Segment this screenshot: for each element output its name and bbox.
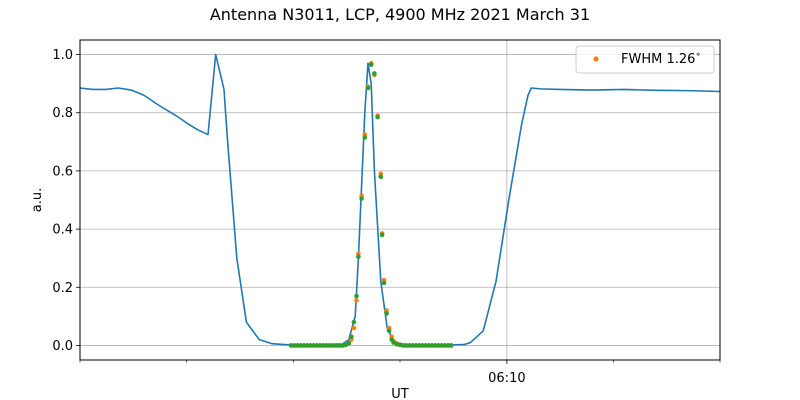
overlay-data-point: [416, 343, 422, 348]
overlay-data-point: [413, 343, 419, 348]
overlay-data-point: [311, 343, 316, 348]
overlay-data-point: [292, 343, 297, 348]
overlay-data-point: [324, 343, 329, 348]
overlay-data-point: [436, 343, 441, 348]
overlay-data-point: [432, 343, 438, 348]
y-tick-label: 1.0: [52, 48, 73, 63]
overlay-data-point: [346, 340, 352, 346]
overlay-data-point: [333, 343, 339, 348]
overlay-data-point: [420, 343, 425, 348]
y-tick-label: 0.8: [52, 106, 73, 121]
overlay-data-point: [295, 343, 300, 348]
chart-title: Antenna N3011, LCP, 4900 MHz 2021 March …: [210, 5, 590, 24]
y-axis-label: a.u.: [30, 188, 45, 212]
overlay-data-point: [379, 232, 385, 238]
overlay-data-point: [356, 254, 361, 260]
overlay-data-point: [404, 343, 409, 348]
overlay-data-point: [400, 343, 406, 348]
overlay-data-point: [378, 174, 384, 180]
overlay-data-point: [407, 343, 412, 348]
y-tick-label: 0.4: [52, 223, 73, 238]
overlay-data-point: [365, 85, 371, 91]
legend-degree-sign: ∘: [695, 50, 701, 60]
x-tick-label: 06:10: [488, 371, 525, 386]
overlay-data-point: [410, 343, 416, 348]
overlay-data-point: [288, 343, 294, 348]
y-tick-label: 0.0: [52, 339, 73, 354]
overlay-data-point: [308, 343, 313, 348]
overlay-data-point: [349, 334, 354, 340]
overlay-data-point: [442, 343, 448, 348]
legend: FWHM 1.26∘: [575, 45, 715, 74]
overlay-data-point: [301, 343, 307, 348]
overlay-data-point: [330, 343, 336, 348]
series-layer: [79, 53, 721, 348]
overlay-data-point: [372, 71, 377, 76]
overlay-data-point: [445, 343, 451, 348]
overlay-data-point: [375, 114, 380, 120]
overlay-data-point: [304, 343, 310, 348]
overlay-data-point: [448, 343, 454, 348]
overlay-data-point: [386, 328, 392, 334]
overlay-data-point: [336, 343, 342, 348]
overlay-data-point: [298, 343, 304, 348]
y-tick-label: 0.2: [52, 281, 73, 296]
overlay-data-point: [354, 293, 359, 299]
legend-marker: [593, 56, 599, 62]
overlay-data-point: [314, 343, 320, 348]
axis-layer: 0.0 0.2 0.4 0.6 0.8 1.0 06:10: [52, 48, 721, 386]
legend-box: [575, 45, 715, 74]
overlay-data-point: [368, 62, 374, 68]
overlay-data-point: [320, 343, 326, 348]
overlay-data-point: [317, 343, 323, 348]
overlay-data-point: [362, 135, 368, 140]
series-line: [79, 53, 721, 346]
overlay-data-point: [359, 196, 364, 201]
overlay-data-point: [384, 311, 389, 316]
fwhm-data-point: [354, 298, 359, 303]
y-tick-label: 0.6: [52, 164, 73, 179]
legend-label: FWHM 1.26∘: [621, 50, 701, 67]
overlay-data-point: [351, 319, 357, 325]
x-axis-label: UT: [391, 387, 409, 400]
overlay-data-point: [381, 280, 387, 286]
overlay-data-point: [426, 343, 432, 348]
overlay-data-point: [327, 343, 332, 348]
overlay-data-point: [429, 343, 435, 348]
overlay-data-point: [439, 343, 444, 348]
fwhm-data-point: [351, 325, 357, 331]
overlay-data-point: [423, 343, 428, 348]
